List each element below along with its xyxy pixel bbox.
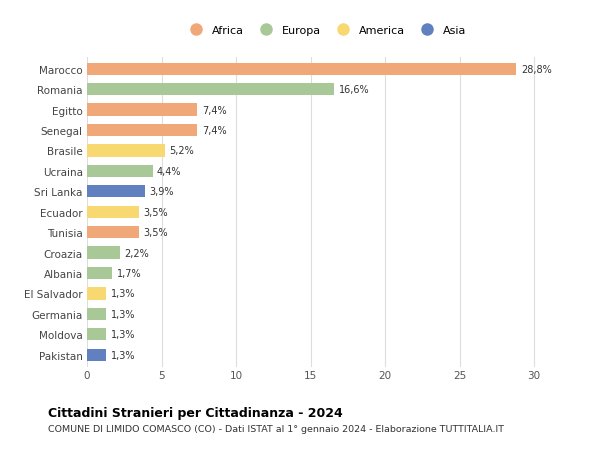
Bar (87, 145, 164, 157)
Text: 1,3%: 1,3% (111, 350, 136, 360)
Bar (87, 247, 120, 259)
Bar (87, 63, 516, 76)
Text: 2,2%: 2,2% (124, 248, 149, 258)
Text: 3,5%: 3,5% (143, 207, 168, 217)
Bar (87, 206, 139, 218)
Text: 7,4%: 7,4% (202, 126, 226, 136)
Bar (87, 349, 106, 361)
Legend: Africa, Europa, America, Asia: Africa, Europa, America, Asia (185, 26, 466, 36)
Text: 28,8%: 28,8% (521, 65, 551, 75)
Text: 4,4%: 4,4% (157, 167, 182, 177)
Bar (87, 104, 197, 117)
Text: 16,6%: 16,6% (339, 85, 370, 95)
Text: 1,3%: 1,3% (111, 289, 136, 299)
Bar (87, 308, 106, 320)
Text: 3,9%: 3,9% (149, 187, 174, 197)
Text: 1,3%: 1,3% (111, 309, 136, 319)
Text: 3,5%: 3,5% (143, 228, 168, 238)
Text: 1,3%: 1,3% (111, 330, 136, 340)
Bar (87, 186, 145, 198)
Bar (87, 267, 112, 280)
Text: COMUNE DI LIMIDO COMASCO (CO) - Dati ISTAT al 1° gennaio 2024 - Elaborazione TUT: COMUNE DI LIMIDO COMASCO (CO) - Dati IST… (48, 425, 504, 434)
Text: 1,7%: 1,7% (117, 269, 142, 279)
Text: 7,4%: 7,4% (202, 106, 226, 115)
Bar (87, 288, 106, 300)
Bar (87, 125, 197, 137)
Bar (87, 165, 152, 178)
Text: 5,2%: 5,2% (169, 146, 194, 156)
Bar (87, 227, 139, 239)
Text: Cittadini Stranieri per Cittadinanza - 2024: Cittadini Stranieri per Cittadinanza - 2… (48, 406, 343, 419)
Bar (87, 84, 334, 96)
Bar (87, 329, 106, 341)
